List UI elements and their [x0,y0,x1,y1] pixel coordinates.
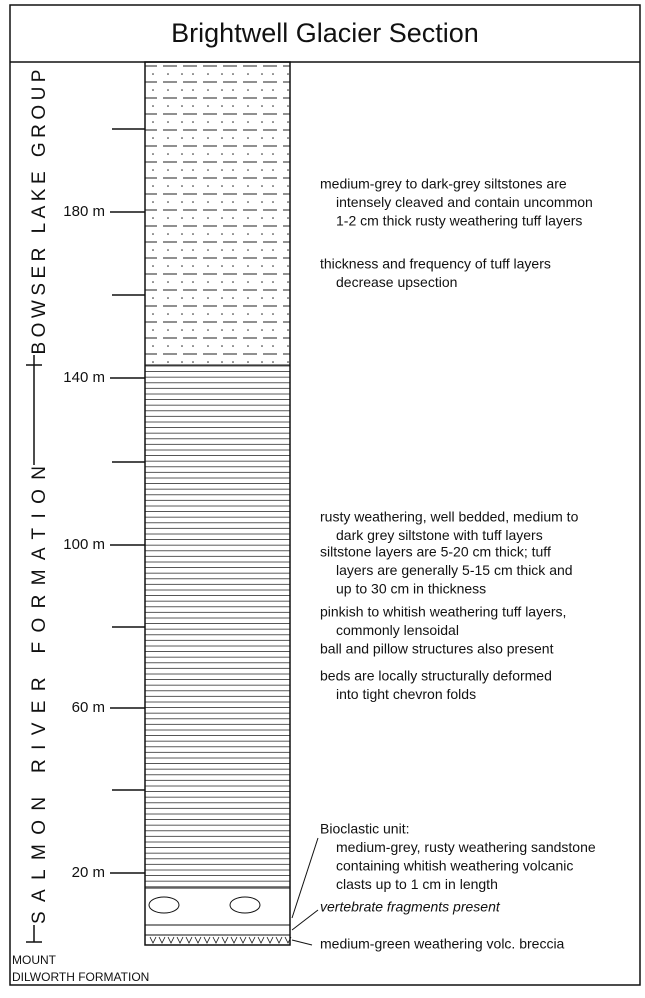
note-line: rusty weathering, well bedded, medium to [320,509,579,525]
scale-ticks: 180 m 140 m 100 m 60 m 20 m [63,128,145,881]
note-line: medium-green weathering volc. breccia [320,936,565,952]
scale-label: 60 m [72,699,105,716]
leader [291,939,313,946]
notes: medium-grey to dark-grey siltstones are i… [320,176,596,952]
column [144,61,291,946]
note-line: pinkish to whitish weathering tuff layer… [320,604,566,620]
scale-label: 20 m [72,864,105,881]
note-line: medium-grey to dark-grey siltstones are [320,176,567,192]
note-line: thickness and frequency of tuff layers [320,256,551,272]
note-line: layers are generally 5-15 cm thick and [336,562,573,578]
unit-label: SALMON RIVER FORMATION [29,466,50,924]
note-line: ball and pillow structures also present [320,641,554,657]
salmon-pattern [145,365,290,888]
note-line: vertebrate fragments present [320,899,501,915]
clast [148,896,180,914]
frame [9,4,641,986]
note-line: dark grey siltstone with tuff layers [336,527,543,543]
scale-label: 180 m [63,203,105,220]
unit-label: MOUNT [12,953,57,967]
note-line: beds are locally structurally deformed [320,668,552,684]
note-line: decrease upsection [336,274,457,290]
note-line: up to 30 cm in thickness [336,581,486,597]
note-line: medium-grey, rusty weathering sandstone [336,839,596,855]
note-line: 1-2 cm thick rusty weathering tuff layer… [336,213,582,229]
unit-label: DILWORTH FORMATION [12,970,149,984]
breccia-pattern [149,936,292,944]
note-line: commonly lensoidal [336,622,459,638]
note-line: siltstone layers are 5-20 cm thick; tuff [320,544,551,560]
leader [291,909,319,931]
note-line: clasts up to 1 cm in length [336,876,498,892]
title: Brightwell Glacier Section [171,18,479,48]
note-line: intensely cleaved and contain uncommon [336,194,593,210]
note-line: into tight chevron folds [336,686,476,702]
scale-label: 140 m [63,369,105,386]
bowser-pattern [145,62,290,365]
note-line: Bioclastic unit: [320,821,409,837]
clast [229,896,261,914]
note-line: containing whitish weathering volcanic [336,858,573,874]
unit-label: BOWSER LAKE GROUP [29,70,50,355]
scale-label: 100 m [63,536,105,553]
leader [291,837,319,919]
